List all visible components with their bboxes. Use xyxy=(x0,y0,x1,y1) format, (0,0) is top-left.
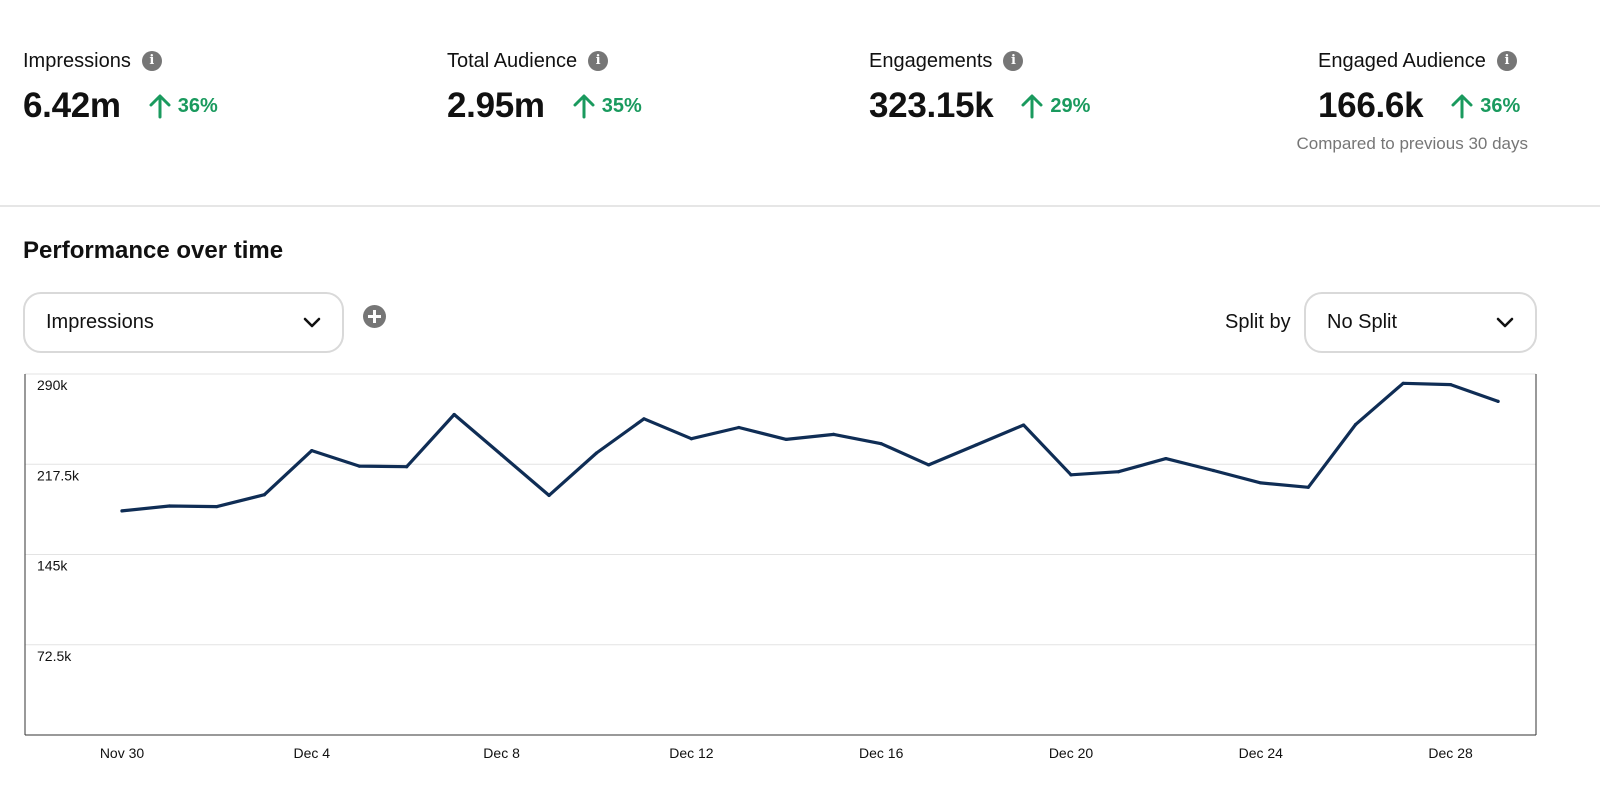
x-tick-label: Nov 30 xyxy=(100,745,145,761)
data-point xyxy=(500,453,504,457)
metric-engaged-audience: Engaged Audience i 166.6k 36% xyxy=(1318,46,1520,128)
section-title: Performance over time xyxy=(23,237,284,264)
metric-label: Engagements xyxy=(869,49,993,72)
data-point xyxy=(547,493,551,497)
metric-change-value: 35% xyxy=(601,94,642,117)
metric-total-audience: Total Audience i 2.95m 35% xyxy=(447,46,642,128)
metric-value: 166.6k xyxy=(1318,86,1424,125)
metric-change-value: 36% xyxy=(177,94,218,117)
data-point xyxy=(832,432,836,436)
x-tick-label: Dec 4 xyxy=(294,745,331,761)
y-tick-label: 217.5k xyxy=(37,467,80,483)
comparison-note: Compared to previous 30 days xyxy=(1296,134,1528,153)
info-icon[interactable]: i xyxy=(1496,51,1517,71)
arrow-up-icon xyxy=(149,94,171,119)
data-point xyxy=(1496,399,1500,403)
data-point xyxy=(1116,470,1121,474)
arrow-up-icon xyxy=(1021,94,1043,119)
metric-change: 36% xyxy=(148,93,218,119)
x-tick-label: Dec 28 xyxy=(1428,745,1473,761)
info-icon[interactable]: i xyxy=(1003,51,1024,71)
performance-chart: 290k 217.5k 145k 72.5k Nov 30 Dec 4 Dec 8 Dec 1… xyxy=(0,366,1600,796)
metric-label: Engaged Audience xyxy=(1318,49,1486,72)
data-point xyxy=(974,443,978,447)
plus-circle-icon[interactable] xyxy=(363,305,386,328)
series-line xyxy=(120,381,1500,513)
x-tick-label: Dec 16 xyxy=(859,745,904,761)
data-point xyxy=(784,437,788,441)
data-point xyxy=(1069,473,1073,477)
x-tick-label: Dec 24 xyxy=(1239,745,1284,761)
data-point xyxy=(310,448,314,453)
data-point xyxy=(1211,468,1215,473)
y-tick-label: 145k xyxy=(37,558,68,574)
metric-change: 29% xyxy=(1020,93,1090,119)
data-point xyxy=(1306,485,1310,489)
data-point xyxy=(737,425,741,430)
data-point xyxy=(1401,381,1405,385)
data-point xyxy=(689,437,694,441)
x-tick-label: Dec 20 xyxy=(1049,745,1094,761)
x-tick-label: Dec 8 xyxy=(483,745,520,761)
data-point xyxy=(594,451,599,455)
arrow-up-icon xyxy=(573,94,595,119)
data-point xyxy=(167,504,172,508)
x-tick-label: Dec 12 xyxy=(669,745,714,761)
split-dropdown[interactable]: No Split xyxy=(1304,292,1537,353)
arrow-up-icon xyxy=(1451,94,1473,119)
split-by-label: Split by xyxy=(1225,311,1291,333)
metric-dropdown-value: Impressions xyxy=(46,311,154,333)
y-tick-label: 72.5k xyxy=(37,648,72,664)
data-point xyxy=(1259,481,1263,485)
data-point xyxy=(1164,457,1168,461)
data-point xyxy=(215,504,219,509)
metric-dropdown[interactable]: Impressions xyxy=(23,292,344,353)
chevron-down-icon xyxy=(303,317,321,327)
data-point xyxy=(1449,382,1453,387)
metric-engagements: Engagements i 323.15k 29% xyxy=(869,46,1090,128)
line-chart: 290k 217.5k 145k 72.5k Nov 30 Dec 4 Dec 8 Dec 1… xyxy=(24,373,1537,761)
metric-change: 35% xyxy=(572,93,642,119)
metric-label: Impressions xyxy=(23,49,131,72)
chevron-down-icon xyxy=(1496,317,1514,327)
metric-change-value: 29% xyxy=(1050,94,1091,117)
section-divider xyxy=(0,205,1600,207)
split-dropdown-value: No Split xyxy=(1327,311,1398,333)
metric-value: 6.42m xyxy=(23,86,121,125)
data-point xyxy=(1354,422,1358,427)
metric-value: 323.15k xyxy=(869,86,994,125)
info-icon[interactable]: i xyxy=(141,51,162,71)
metrics-summary: Impressions i 6.42m 36% Total Audience i… xyxy=(0,0,1600,206)
y-tick-label: 290k xyxy=(37,377,68,393)
data-point xyxy=(927,463,931,467)
metric-label: Total Audience xyxy=(447,49,578,72)
data-point xyxy=(642,417,646,421)
metric-value: 2.95m xyxy=(447,86,545,125)
data-point xyxy=(357,464,361,468)
metric-impressions: Impressions i 6.42m 36% xyxy=(23,46,218,128)
info-icon[interactable]: i xyxy=(588,51,609,71)
data-point xyxy=(262,493,266,497)
data-point xyxy=(405,465,409,469)
metric-change-value: 36% xyxy=(1480,94,1521,117)
data-point xyxy=(452,412,456,417)
metric-change: 36% xyxy=(1450,93,1520,119)
data-point xyxy=(879,442,883,446)
data-point xyxy=(120,509,124,513)
data-point xyxy=(1021,423,1026,427)
